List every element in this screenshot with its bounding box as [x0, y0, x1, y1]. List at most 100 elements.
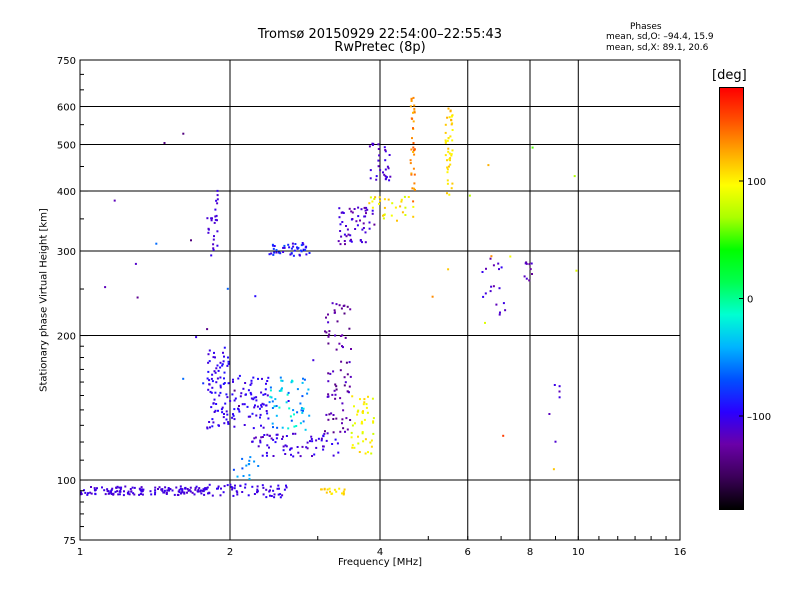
data-point: [224, 402, 227, 405]
data-point: [371, 212, 374, 215]
data-point: [265, 382, 267, 385]
data-point: [573, 175, 576, 178]
data-point: [165, 493, 168, 495]
data-point: [234, 397, 237, 400]
data-point: [259, 416, 261, 419]
data-point: [213, 398, 216, 401]
data-point: [409, 159, 412, 162]
data-point: [388, 179, 391, 182]
data-point: [306, 392, 309, 395]
data-point: [257, 377, 259, 380]
data-point: [338, 304, 341, 307]
data-point: [235, 490, 238, 493]
data-point: [400, 200, 403, 203]
data-point: [312, 359, 315, 362]
data-point: [328, 413, 331, 416]
data-point: [385, 176, 388, 179]
data-point: [487, 164, 490, 167]
data-point: [328, 487, 331, 490]
data-point: [244, 382, 247, 384]
data-point: [255, 396, 258, 399]
data-point: [382, 171, 384, 174]
data-point: [133, 486, 136, 489]
data-point: [209, 426, 211, 429]
data-point: [268, 490, 271, 493]
data-point: [327, 335, 330, 338]
data-point: [351, 446, 354, 449]
data-point: [223, 422, 226, 425]
data-point: [251, 412, 254, 415]
data-point: [94, 492, 97, 495]
y-tick-label: 500: [57, 141, 76, 152]
data-point: [412, 111, 414, 114]
data-point: [509, 255, 512, 258]
data-point: [331, 393, 334, 396]
data-point: [119, 488, 122, 491]
data-point: [194, 488, 197, 491]
data-point: [246, 405, 249, 408]
data-point: [528, 279, 531, 282]
data-point: [223, 413, 225, 415]
data-point: [338, 207, 341, 210]
data-point: [266, 454, 268, 457]
data-point: [212, 356, 215, 359]
data-point: [447, 150, 450, 153]
data-point: [93, 487, 96, 490]
data-point: [313, 453, 316, 456]
data-point: [334, 438, 337, 441]
data-point: [179, 487, 182, 490]
data-point: [257, 465, 260, 467]
data-point: [361, 432, 364, 435]
data-point: [377, 148, 380, 150]
data-point: [371, 200, 374, 203]
data-point: [340, 307, 343, 310]
data-point: [357, 409, 360, 412]
data-point: [171, 489, 174, 492]
data-point: [339, 369, 342, 372]
data-point: [269, 389, 272, 392]
data-point: [412, 151, 415, 153]
data-point: [157, 488, 159, 490]
data-point: [225, 418, 228, 421]
data-point: [79, 491, 82, 494]
data-point: [254, 295, 257, 298]
data-point: [245, 393, 247, 396]
data-point: [346, 373, 349, 376]
data-point: [332, 414, 335, 416]
data-point: [278, 389, 281, 392]
data-point: [256, 485, 259, 488]
data-point: [299, 249, 302, 252]
data-point: [238, 374, 241, 377]
data-point: [223, 355, 225, 358]
data-point: [341, 402, 344, 405]
data-point: [384, 175, 387, 178]
data-point: [223, 377, 225, 380]
y-tick-label: 750: [57, 56, 76, 67]
data-point: [349, 239, 352, 242]
data-point: [264, 393, 267, 396]
data-point: [117, 493, 120, 496]
data-point: [103, 489, 106, 492]
data-point: [278, 251, 281, 254]
data-point: [232, 468, 235, 471]
colorbar-tick-label: 100: [747, 177, 766, 188]
data-point: [136, 296, 139, 299]
data-point: [289, 415, 292, 418]
data-point: [207, 361, 210, 364]
data-point: [248, 477, 251, 480]
data-point: [216, 219, 218, 222]
data-point: [336, 320, 339, 323]
data-point: [350, 431, 353, 434]
data-point: [269, 386, 272, 389]
data-point: [253, 406, 256, 409]
data-point: [365, 206, 368, 209]
data-point: [451, 139, 454, 142]
data-point: [234, 484, 236, 487]
data-point: [498, 313, 501, 316]
data-point: [140, 490, 143, 493]
data-point: [349, 234, 352, 237]
data-point: [332, 454, 335, 457]
data-point: [266, 412, 269, 415]
data-point: [302, 420, 305, 423]
